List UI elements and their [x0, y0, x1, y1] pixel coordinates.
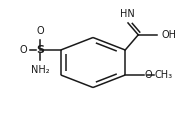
Text: S: S [36, 45, 44, 55]
Text: NH₂: NH₂ [31, 65, 50, 75]
Text: O: O [20, 45, 27, 55]
Text: O: O [36, 26, 44, 36]
Text: O: O [145, 70, 152, 80]
Text: HN: HN [120, 9, 134, 19]
Text: OH: OH [161, 30, 177, 40]
Text: CH₃: CH₃ [155, 70, 173, 80]
